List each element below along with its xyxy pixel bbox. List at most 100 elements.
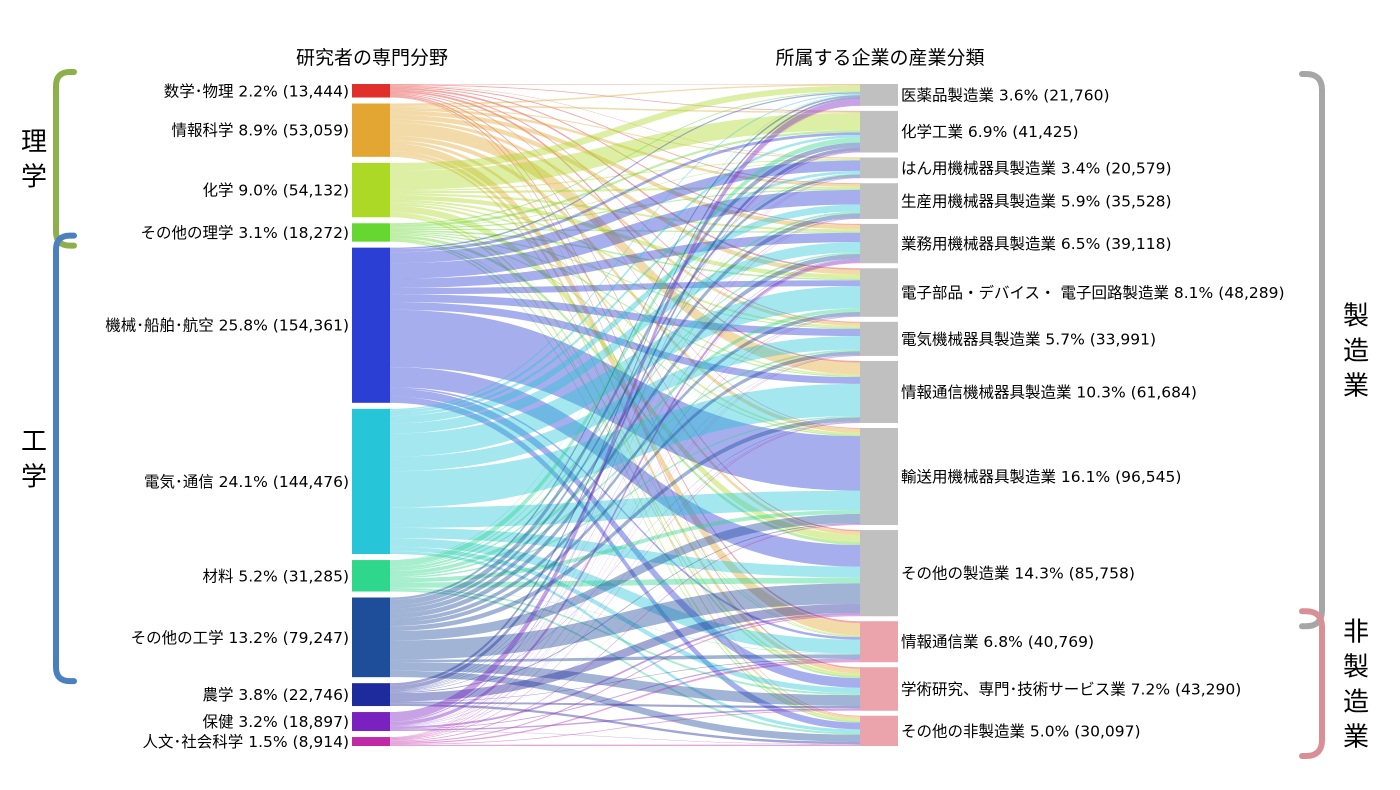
flow-band [390, 203, 860, 435]
flow-band [390, 658, 860, 703]
group-label-char: 業 [1343, 372, 1369, 402]
target-label: その他の非製造業 5.0% (30,097) [901, 722, 1141, 740]
source-label: その他の工学 13.2% (79,247) [131, 629, 349, 647]
flow-band [390, 603, 860, 702]
right-group-bracket [1299, 608, 1325, 759]
flow-band [390, 336, 860, 472]
flow-band [390, 159, 860, 228]
flow-band [390, 309, 860, 491]
flow-band [390, 349, 860, 577]
flow-band [390, 91, 860, 225]
flow-band [390, 92, 860, 429]
target-node [860, 223, 898, 264]
flow-band [390, 218, 860, 723]
flow-band [390, 670, 860, 742]
flow-band [390, 354, 860, 692]
target-node [860, 110, 898, 153]
flow-band [390, 211, 860, 570]
group-label-char: 造 [1343, 336, 1369, 366]
flow-band [390, 205, 860, 542]
flow-band [390, 415, 860, 579]
target-label: 学術研究、専門･技術サービス業 7.2% (43,290) [901, 680, 1241, 698]
flow-band [390, 259, 860, 726]
flow-band [390, 95, 860, 669]
group-label-char: 理 [21, 128, 47, 158]
target-label: 業務用機械器具製造業 6.5% (39,118) [901, 235, 1172, 253]
flow-band [390, 588, 860, 696]
source-node [352, 223, 390, 242]
source-node [352, 683, 390, 707]
flow-band [390, 238, 860, 679]
group-label-char: 造 [1343, 688, 1369, 718]
target-label: 電気機械器具製造業 5.7% (33,991) [901, 330, 1156, 348]
source-label: 保健 3.2% (18,897) [202, 713, 349, 731]
flow-band [390, 94, 860, 624]
flow-band [390, 355, 860, 727]
flow-band [390, 232, 860, 378]
target-label: 化学工業 6.9% (41,425) [901, 123, 1079, 141]
flow-band [390, 230, 860, 281]
source-label: その他の理学 3.1% (18,272) [140, 224, 349, 242]
flow-band [390, 240, 860, 723]
flow-band [390, 351, 860, 627]
flow-band [390, 84, 860, 85]
flow-band [390, 122, 860, 375]
flow-band [390, 106, 860, 159]
flow-band [390, 217, 860, 691]
node-layer [352, 84, 898, 746]
flow-band [390, 85, 860, 171]
flow-band [390, 316, 860, 740]
flow-band [390, 730, 860, 745]
left-group-bracket [53, 232, 77, 685]
flow-band [390, 213, 860, 614]
flow-band [390, 135, 860, 414]
flow-band [390, 99, 860, 721]
source-label: 電気･通信 24.1% (144,476) [144, 473, 349, 491]
right-axis-header: 所属する企業の産業分類 [775, 47, 984, 69]
flow-band [390, 662, 860, 706]
flow-band [390, 228, 860, 233]
target-label: 医薬品製造業 3.6% (21,760) [901, 86, 1110, 104]
flow-band [390, 173, 860, 568]
source-node [352, 737, 390, 746]
target-node [860, 427, 898, 526]
target-node [860, 157, 898, 179]
flow-band [390, 421, 860, 693]
flow-band [390, 105, 860, 738]
flow-band [390, 523, 860, 694]
flow-band [390, 546, 860, 694]
flow-band [390, 387, 860, 640]
flow-band [390, 235, 860, 545]
source-label: 情報科学 8.9% (53,059) [171, 122, 349, 140]
flow-band [390, 170, 860, 417]
flow-band [390, 615, 860, 743]
flow-band [390, 660, 860, 745]
flow-band [390, 551, 860, 733]
flow-band [390, 388, 860, 688]
source-node [352, 597, 390, 678]
flow-band [390, 252, 860, 572]
left-group-bracket [53, 69, 77, 249]
flow-band [390, 107, 860, 187]
source-label: 材料 5.2% (31,285) [202, 567, 349, 585]
flow-band [390, 132, 860, 253]
flow-band [390, 95, 860, 600]
flow-band [390, 577, 860, 588]
flow-band [390, 151, 860, 722]
flow-band [390, 538, 860, 654]
group-label-char: 製 [1343, 652, 1369, 682]
flow-band [390, 189, 860, 279]
group-label-char: 学 [21, 163, 47, 193]
flow-band [390, 308, 860, 575]
flow-band [390, 96, 860, 686]
flow-band [390, 613, 860, 729]
source-node [352, 247, 390, 403]
flow-band [390, 232, 860, 288]
flow-band [390, 417, 860, 631]
flow-band [390, 355, 860, 741]
flow-band [390, 160, 860, 264]
flow-band [390, 130, 860, 227]
flow-band [390, 703, 860, 745]
